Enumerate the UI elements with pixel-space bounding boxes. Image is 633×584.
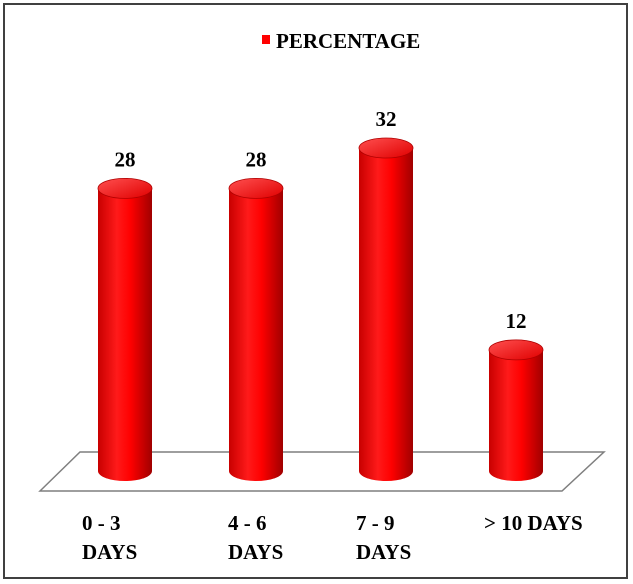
bar-body <box>489 349 543 481</box>
bar-1 <box>97 177 153 481</box>
data-label-4: 12 <box>506 309 527 333</box>
legend-label-percentage: PERCENTAGE <box>276 29 420 53</box>
x-tick-label-3: 7 - 9 DAYS <box>356 511 411 564</box>
bar-body <box>98 188 152 481</box>
bar-top <box>358 137 414 159</box>
chart-floor <box>38 451 606 492</box>
bar-4 <box>488 339 544 481</box>
bar-3 <box>358 137 414 481</box>
legend-marker <box>262 35 270 44</box>
x-tick-label-2: 4 - 6 DAYS <box>228 511 283 564</box>
data-label-3: 32 <box>376 107 397 131</box>
bars <box>97 137 544 481</box>
data-labels: 28 28 32 12 <box>115 107 527 333</box>
data-label-1: 28 <box>115 147 136 171</box>
bar-top <box>488 339 544 361</box>
x-tick-label-4: > 10 DAYS <box>484 511 583 535</box>
bar-top <box>97 177 153 199</box>
legend: PERCENTAGE <box>262 29 420 53</box>
x-axis-labels: 0 - 3 DAYS 4 - 6 DAYS 7 - 9 DAYS > 10 DAYS <box>82 511 583 564</box>
bar-2 <box>228 177 284 481</box>
bar-body <box>229 188 283 481</box>
bar-top <box>228 177 284 199</box>
bar-body <box>359 148 413 481</box>
data-label-2: 28 <box>246 147 267 171</box>
x-tick-label-1: 0 - 3 DAYS <box>82 511 137 564</box>
